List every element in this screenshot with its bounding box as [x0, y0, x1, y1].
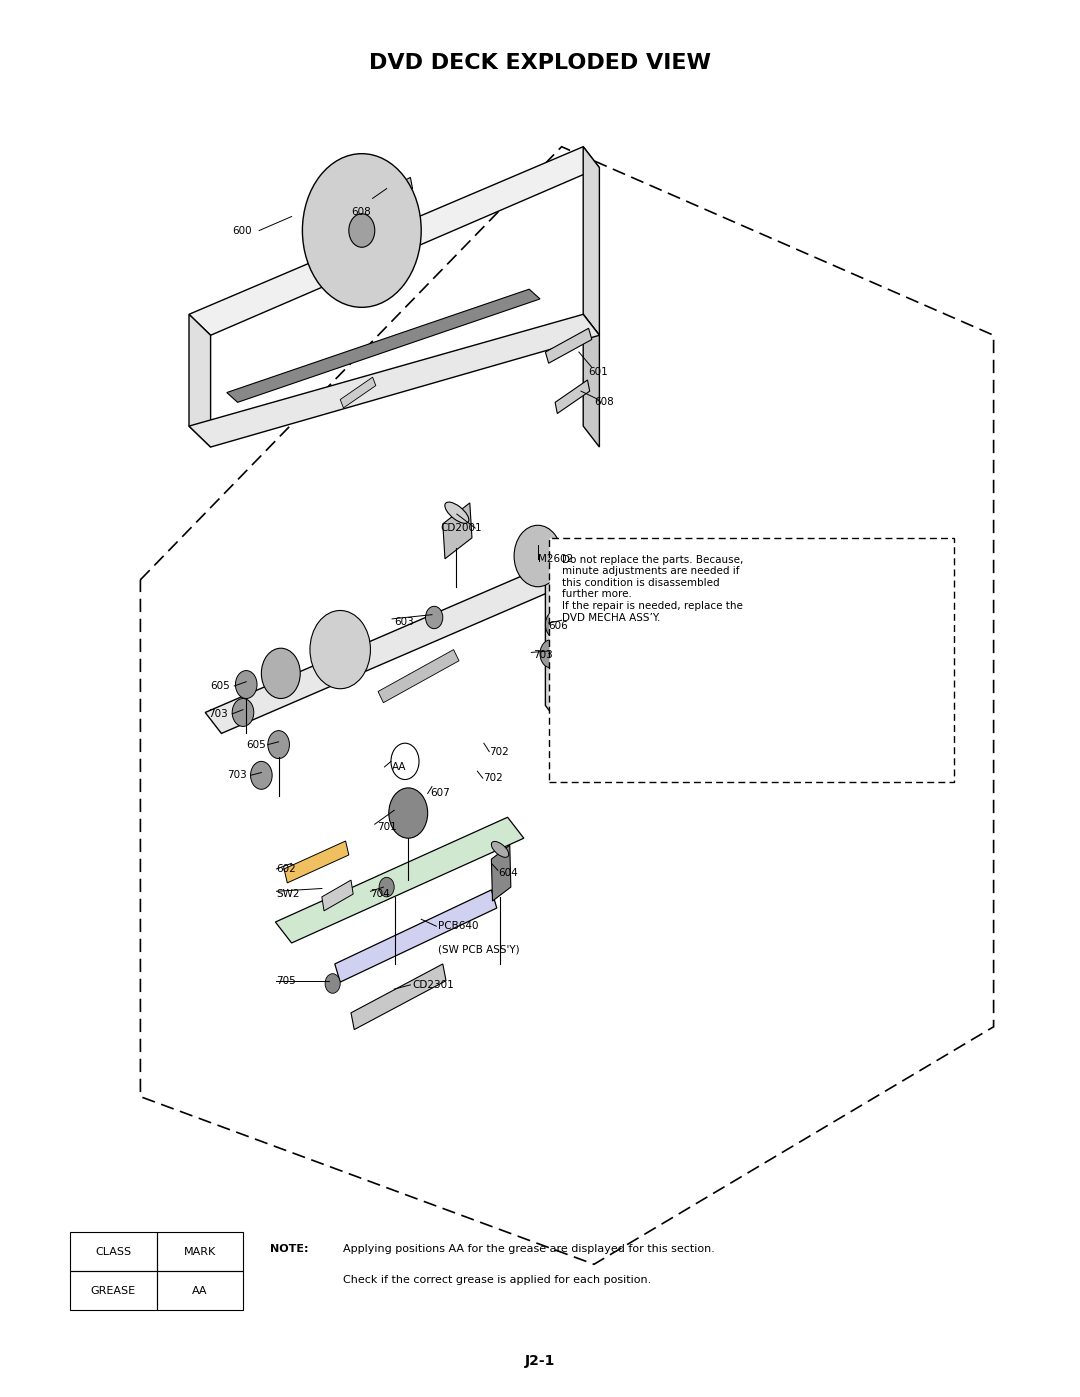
Text: SW2: SW2: [276, 888, 300, 900]
Polygon shape: [205, 566, 562, 733]
Text: Applying positions AA for the grease are displayed for this section.: Applying positions AA for the grease are…: [343, 1243, 715, 1255]
Bar: [70, 1232, 157, 1271]
Text: CD2301: CD2301: [413, 979, 455, 990]
Circle shape: [426, 606, 443, 629]
Text: 702: 702: [483, 773, 502, 784]
FancyBboxPatch shape: [549, 538, 954, 782]
Text: 607: 607: [430, 788, 449, 799]
Text: 600: 600: [232, 225, 252, 236]
Text: 703: 703: [208, 708, 228, 719]
Text: 701: 701: [377, 821, 396, 833]
Text: 605: 605: [211, 680, 230, 692]
Polygon shape: [189, 314, 599, 447]
Bar: [157, 1271, 243, 1310]
Polygon shape: [367, 177, 413, 211]
Text: DVD DECK EXPLODED VIEW: DVD DECK EXPLODED VIEW: [369, 53, 711, 73]
Text: Check if the correct grease is applied for each position.: Check if the correct grease is applied f…: [343, 1274, 651, 1285]
Polygon shape: [351, 964, 446, 1030]
Ellipse shape: [491, 841, 509, 858]
Text: 703: 703: [227, 770, 246, 781]
Circle shape: [302, 154, 421, 307]
Polygon shape: [491, 845, 511, 901]
Text: MARK: MARK: [184, 1246, 216, 1257]
Text: PCB640: PCB640: [438, 921, 480, 932]
Text: GREASE: GREASE: [91, 1285, 136, 1296]
Polygon shape: [583, 314, 599, 447]
Polygon shape: [443, 503, 472, 559]
Circle shape: [349, 214, 375, 247]
Text: 605: 605: [246, 739, 266, 750]
Text: AA: AA: [392, 761, 406, 773]
Polygon shape: [545, 566, 562, 726]
Circle shape: [540, 640, 562, 668]
Text: 603: 603: [394, 616, 414, 627]
Polygon shape: [583, 147, 599, 335]
Polygon shape: [189, 147, 599, 335]
Text: 602: 602: [276, 863, 296, 875]
Ellipse shape: [445, 502, 469, 524]
Text: Do not replace the parts. Because,
minute adjustments are needed if
this conditi: Do not replace the parts. Because, minut…: [562, 555, 743, 623]
Circle shape: [261, 648, 300, 698]
Circle shape: [235, 671, 257, 698]
Bar: [157, 1232, 243, 1271]
Bar: [70, 1271, 157, 1310]
Circle shape: [514, 525, 562, 587]
Polygon shape: [335, 890, 497, 982]
Text: CD2001: CD2001: [441, 522, 483, 534]
Text: 606: 606: [549, 620, 568, 631]
Text: 608: 608: [351, 207, 370, 218]
Polygon shape: [545, 328, 592, 363]
Text: (SW PCB ASS'Y): (SW PCB ASS'Y): [438, 944, 521, 956]
Circle shape: [325, 974, 340, 993]
Polygon shape: [340, 377, 376, 408]
Text: NOTE:: NOTE:: [270, 1243, 309, 1255]
Text: 705: 705: [276, 975, 296, 986]
Text: AA: AA: [192, 1285, 207, 1296]
Text: M2602: M2602: [538, 553, 573, 564]
Polygon shape: [227, 289, 540, 402]
Polygon shape: [378, 650, 459, 703]
Text: 702: 702: [489, 746, 509, 757]
Circle shape: [232, 698, 254, 726]
Polygon shape: [322, 880, 353, 911]
Text: J2-1: J2-1: [525, 1354, 555, 1368]
Polygon shape: [189, 314, 211, 447]
Text: 601: 601: [589, 366, 608, 377]
Text: CLASS: CLASS: [95, 1246, 132, 1257]
Text: 608: 608: [594, 397, 613, 408]
Text: 703: 703: [534, 650, 553, 661]
Polygon shape: [275, 817, 524, 943]
Text: 604: 604: [498, 868, 517, 879]
Circle shape: [310, 610, 370, 689]
Circle shape: [379, 877, 394, 897]
Polygon shape: [555, 380, 590, 414]
Circle shape: [251, 761, 272, 789]
Polygon shape: [284, 841, 349, 883]
Text: 704: 704: [370, 888, 390, 900]
Circle shape: [268, 731, 289, 759]
Circle shape: [389, 788, 428, 838]
Circle shape: [545, 610, 567, 638]
